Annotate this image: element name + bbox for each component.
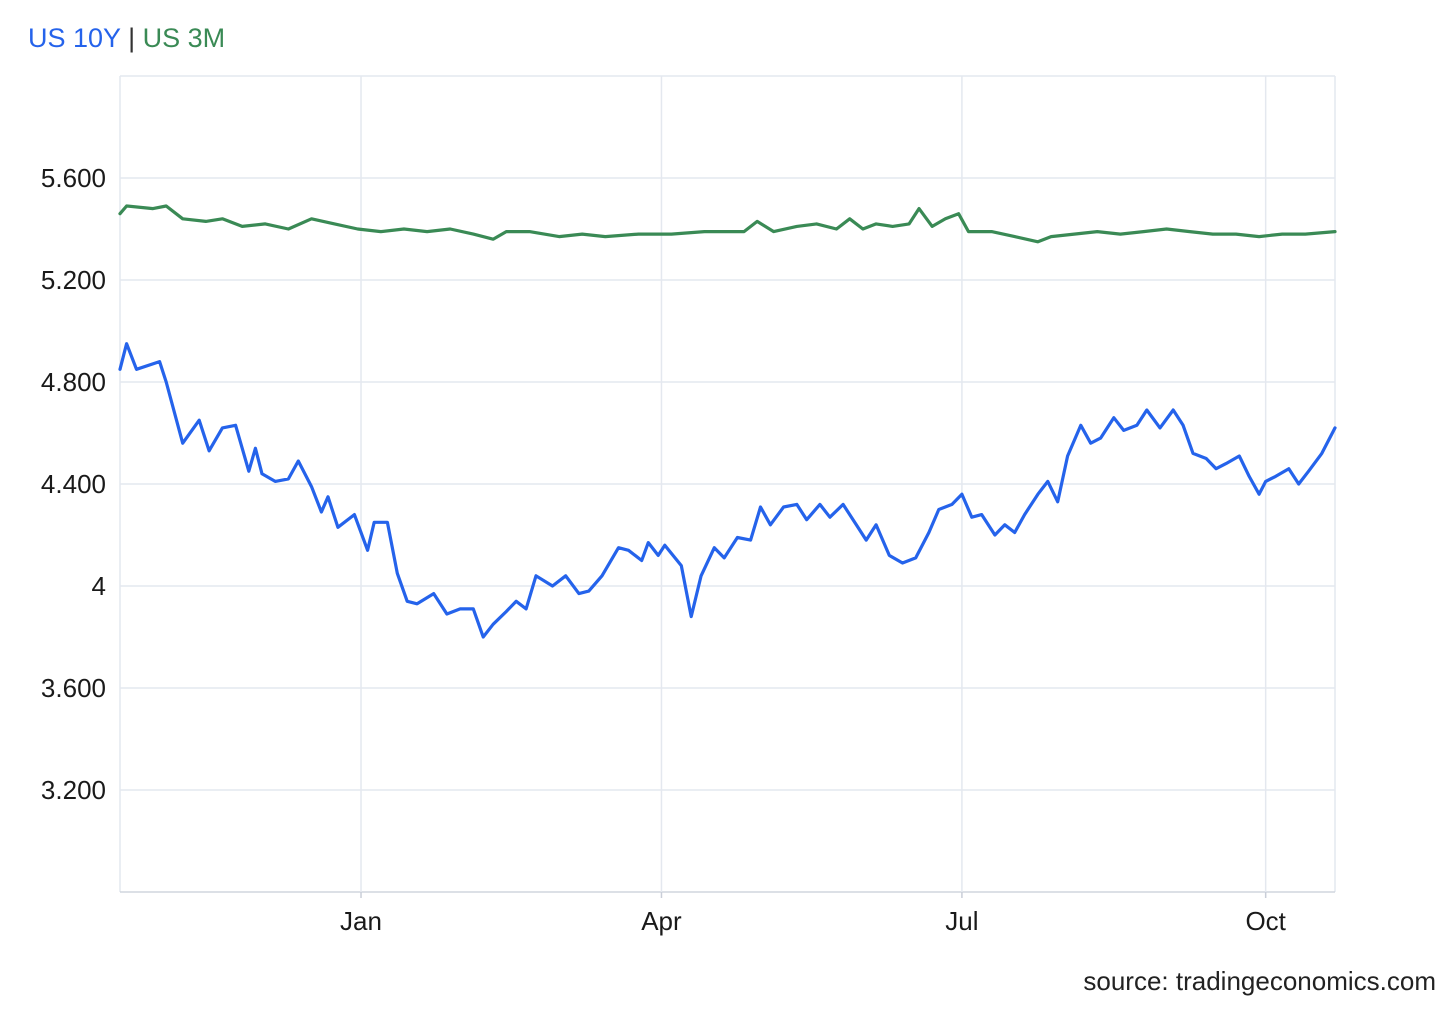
y-tick-label: 5.600 — [41, 163, 106, 193]
legend-us3m[interactable]: US 3M — [142, 23, 226, 53]
series-line-us-10y[interactable] — [118, 342, 1337, 639]
x-tick-label: Jan — [340, 906, 382, 936]
y-tick-label: 4.400 — [41, 469, 106, 499]
y-axis-ticks: 3.200 3.600 4 4.400 4.800 5.200 5.600 — [41, 163, 106, 805]
y-tick-label: 4.800 — [41, 367, 106, 397]
y-tick-label: 3.200 — [41, 775, 106, 805]
x-axis-ticks: Jan Apr Jul Oct — [340, 906, 1287, 936]
grid-lines — [119, 75, 1336, 898]
y-tick-label: 5.200 — [41, 265, 106, 295]
source-label: source: tradingeconomics.com — [1083, 966, 1436, 996]
y-tick-label: 3.600 — [41, 673, 106, 703]
y-tick-label: 4 — [92, 571, 106, 601]
x-tick-label: Jul — [945, 906, 978, 936]
series-line-us-3m[interactable] — [118, 204, 1337, 244]
legend-us10y[interactable]: US 10Y — [28, 23, 121, 53]
x-tick-label: Oct — [1245, 906, 1286, 936]
legend-separator: | — [128, 23, 136, 53]
x-tick-label: Apr — [641, 906, 682, 936]
legend: US 10Y | US 3M — [28, 20, 225, 56]
series-lines — [118, 204, 1337, 639]
